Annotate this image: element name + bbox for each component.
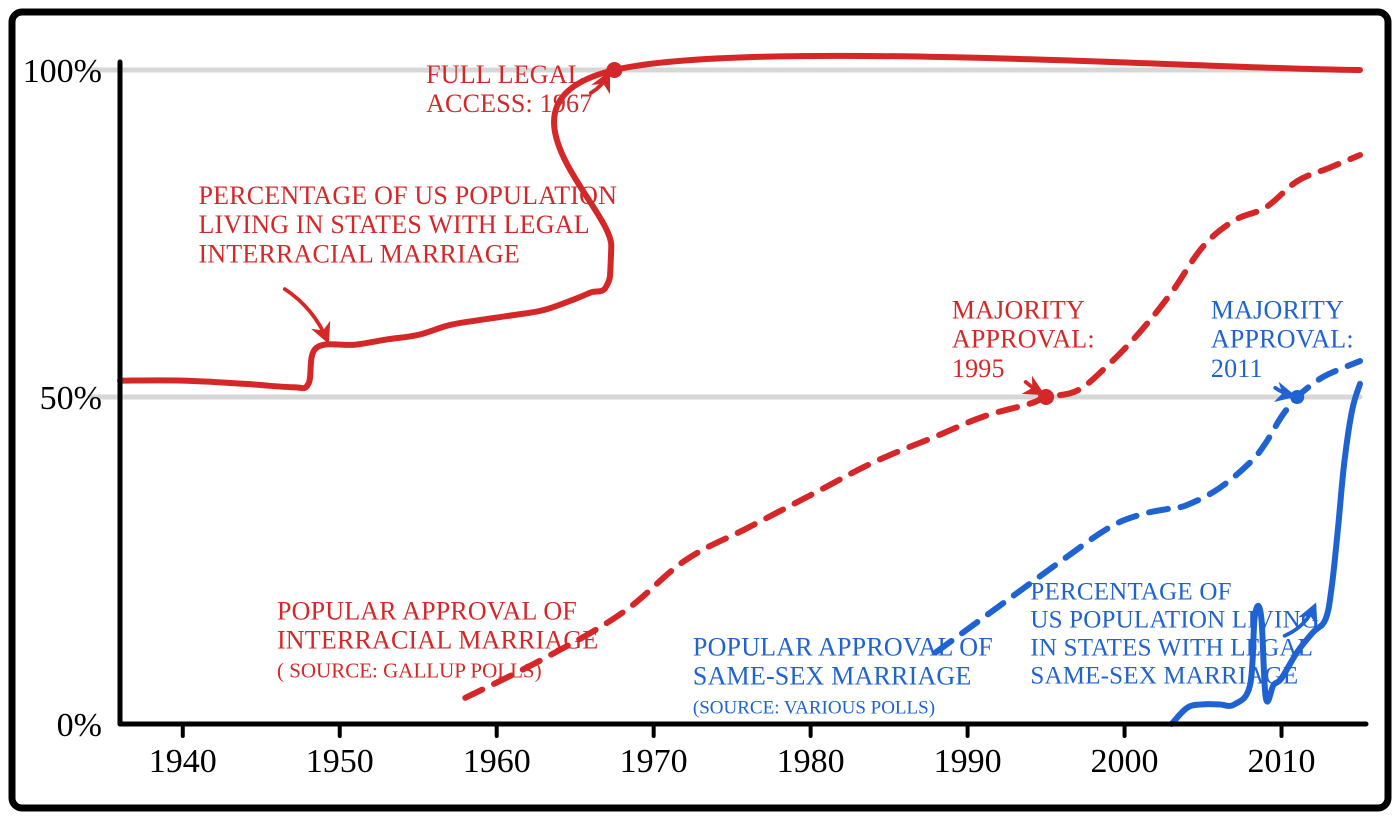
annotation-text: INTERRACIAL MARRIAGE — [198, 239, 520, 268]
annotation-subtext: (SOURCE: VARIOUS POLLS) — [693, 698, 935, 719]
y-tick-label: 50% — [40, 380, 102, 417]
x-tick-label: 2010 — [1248, 743, 1316, 780]
annotation-text: FULL LEGAL — [426, 60, 584, 89]
annotation-text: PERCENTAGE OF — [1030, 579, 1231, 606]
annotation-text: SAME-SEX MARRIAGE — [1030, 663, 1298, 690]
x-tick-label: 1970 — [620, 743, 688, 780]
annotation-text: MAJORITY — [952, 296, 1085, 325]
marriage-chart: 0% 50% 100% 1940 1950 1960 1970 1980 1990 2000 201… — [0, 0, 1400, 820]
annotation-text: ACCESS: 1967 — [426, 89, 592, 118]
annotation-interracial-legal-series-label: PERCENTAGE OF US POPULATIONLIVING IN STA… — [198, 181, 617, 340]
annotation-subtext: ( SOURCE: GALLUP POLLS) — [277, 659, 542, 683]
annotation-interracial-approval-series-label: POPULAR APPROVAL OFINTERRACIAL MARRIAGE (… — [277, 596, 599, 682]
annotation-text: INTERRACIAL MARRIAGE — [277, 625, 599, 654]
x-tick-label: 1950 — [306, 743, 374, 780]
annotation-text: IN STATES WITH LEGAL — [1030, 635, 1313, 662]
annotation-text: POPULAR APPROVAL OF — [693, 632, 993, 661]
y-tick-label: 0% — [57, 707, 102, 744]
annotation-text: SAME-SEX MARRIAGE — [693, 661, 972, 690]
annotation-text: US POPULATION LIVING — [1030, 607, 1319, 634]
annotation-text: APPROVAL: — [952, 325, 1095, 354]
annotation-text: 2011 — [1211, 354, 1263, 383]
annotation-text: APPROVAL: — [1211, 325, 1354, 354]
chart-svg: 0% 50% 100% 1940 1950 1960 1970 1980 1990 2000 201… — [0, 0, 1400, 820]
annotation-text: MAJORITY — [1211, 296, 1344, 325]
x-tick-label: 1960 — [463, 743, 531, 780]
y-tick-label: 100% — [23, 53, 102, 90]
annotation-text: 1995 — [952, 354, 1005, 383]
annotation-samesex-legal-series-label: PERCENTAGE OFUS POPULATION LIVINGIN STAT… — [1030, 579, 1319, 690]
annotation-legal-1967-label: FULL LEGALACCESS: 1967 — [426, 60, 608, 118]
annotation-arrow — [1026, 382, 1042, 393]
annotation-majority-1995-label: MAJORITYAPPROVAL:1995 — [952, 296, 1095, 394]
x-tick-label: 1990 — [934, 743, 1002, 780]
annotation-text: PERCENTAGE OF US POPULATION — [198, 181, 617, 210]
annotation-arrow — [285, 289, 327, 340]
annotation-majority-2011-label: MAJORITYAPPROVAL:2011 — [1211, 296, 1354, 396]
x-tick-label: 1980 — [777, 743, 845, 780]
annotation-samesex-approval-series-label: POPULAR APPROVAL OFSAME-SEX MARRIAGE (SOU… — [693, 632, 993, 718]
annotation-text: POPULAR APPROVAL OF — [277, 596, 577, 625]
annotation-text: LIVING IN STATES WITH LEGAL — [198, 210, 589, 239]
x-tick-label: 1940 — [149, 743, 217, 780]
x-tick-label: 2000 — [1091, 743, 1159, 780]
